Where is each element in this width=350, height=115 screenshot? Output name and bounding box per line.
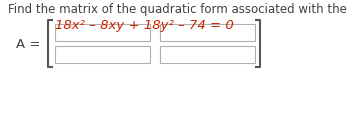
Text: A =: A =	[16, 37, 40, 50]
Text: Find the matrix of the quadratic form associated with the equation.: Find the matrix of the quadratic form as…	[8, 3, 350, 16]
FancyBboxPatch shape	[160, 46, 255, 63]
Text: 18x² – 8xy + 18y² – 74 = 0: 18x² – 8xy + 18y² – 74 = 0	[55, 19, 234, 32]
FancyBboxPatch shape	[160, 24, 255, 41]
FancyBboxPatch shape	[55, 46, 150, 63]
FancyBboxPatch shape	[55, 24, 150, 41]
